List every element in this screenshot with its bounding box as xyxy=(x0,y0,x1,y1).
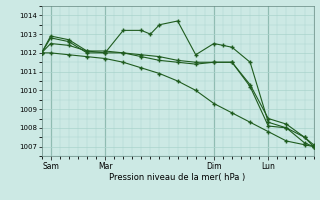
X-axis label: Pression niveau de la mer( hPa ): Pression niveau de la mer( hPa ) xyxy=(109,173,246,182)
